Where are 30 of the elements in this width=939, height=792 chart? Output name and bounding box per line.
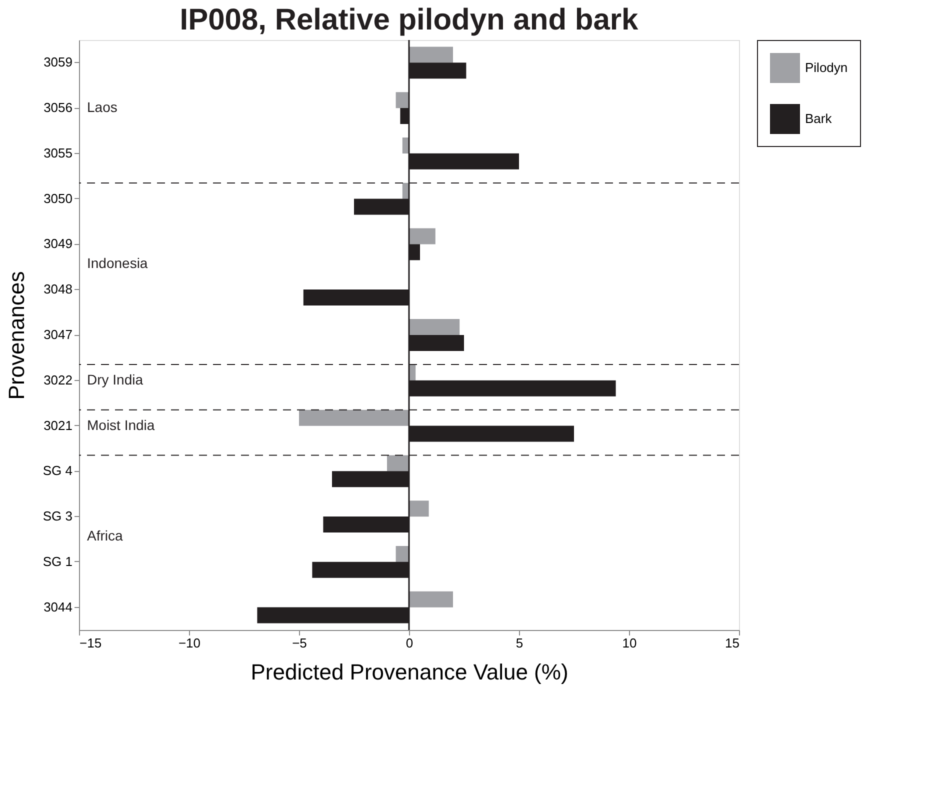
annotation: Indonesia <box>87 255 148 272</box>
x-tick-label: 0 <box>406 636 414 650</box>
y-tick-label: 3049 <box>44 236 72 252</box>
chart-title: IP008, Relative pilodyn and bark <box>180 3 639 36</box>
annotation: Africa <box>87 527 123 544</box>
y-tick-label: 3048 <box>44 282 72 297</box>
y-tick-label: 3047 <box>44 327 72 342</box>
y-tick-label: SG 3 <box>42 508 72 524</box>
y-tick-label: 3022 <box>44 372 72 388</box>
y-tick-label: 3055 <box>44 145 72 160</box>
annotation: Dry India <box>87 371 144 388</box>
y-tick-label: SG 1 <box>42 554 72 569</box>
y-tick-label: 3059 <box>44 54 72 70</box>
x-tick-label: −5 <box>292 636 307 650</box>
x-tick-label: 10 <box>622 636 637 650</box>
x-tick-label: −15 <box>80 636 102 650</box>
y-tick-label: 3056 <box>44 100 72 116</box>
y-tick-label: 3044 <box>44 599 72 614</box>
y-tick-label: 3050 <box>44 190 72 206</box>
annotation: Laos <box>87 99 118 116</box>
legend-label: Pilodyn <box>805 60 848 75</box>
x-tick-label: 15 <box>725 636 740 650</box>
annotation: Moist India <box>87 416 155 433</box>
y-tick-label: 3021 <box>44 418 72 433</box>
x-tick-label: −10 <box>178 636 201 650</box>
legend-label: Bark <box>805 111 832 126</box>
x-axis-title: Predicted Provenance Value (%) <box>250 660 568 684</box>
y-axis-title: Provenances <box>4 271 29 400</box>
x-tick-label: 5 <box>516 636 524 650</box>
y-tick-label: SG 4 <box>42 463 72 478</box>
